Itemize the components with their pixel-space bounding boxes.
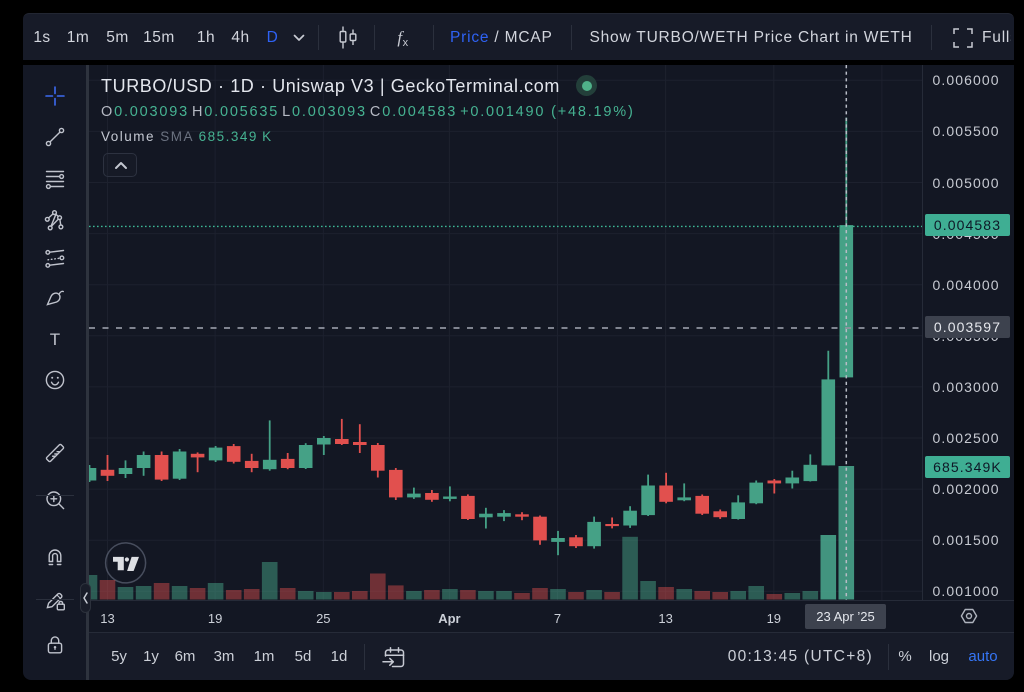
svg-text:T: T	[50, 330, 60, 349]
